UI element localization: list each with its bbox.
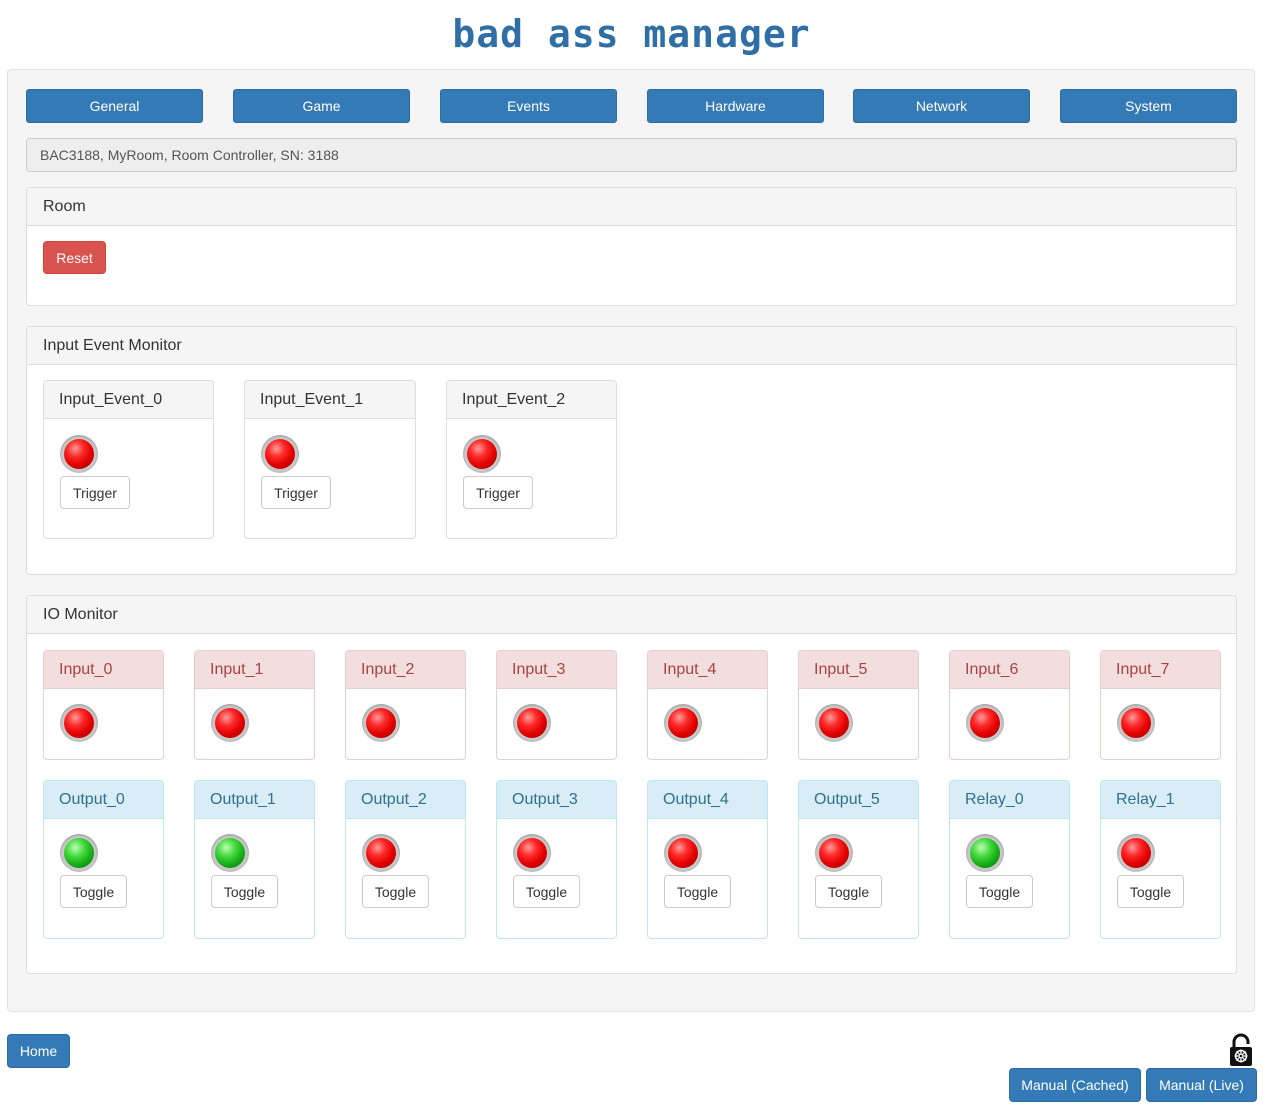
output-card: Output_2 Toggle bbox=[345, 780, 466, 939]
trigger-button[interactable]: Trigger bbox=[60, 476, 130, 509]
status-led-icon bbox=[60, 704, 98, 742]
input-card: Input_7 bbox=[1100, 650, 1221, 760]
toggle-button[interactable]: Toggle bbox=[60, 875, 127, 908]
status-led-icon bbox=[966, 704, 1004, 742]
input-name: Input_7 bbox=[1101, 651, 1220, 689]
nav-network-button[interactable]: Network bbox=[853, 89, 1030, 123]
nav-game-button[interactable]: Game bbox=[233, 89, 410, 123]
status-led-icon bbox=[362, 834, 400, 872]
input-event-monitor-title: Input Event Monitor bbox=[27, 327, 1236, 365]
status-led-icon bbox=[664, 704, 702, 742]
io-monitor-panel: IO Monitor Input_0 Input_1 Input_2 Input… bbox=[26, 595, 1237, 974]
output-card: Output_0 Toggle bbox=[43, 780, 164, 939]
status-led-icon bbox=[60, 834, 98, 872]
input-card: Input_2 bbox=[345, 650, 466, 760]
input-name: Input_4 bbox=[648, 651, 767, 689]
input-event-card: Input_Event_2 Trigger bbox=[446, 380, 617, 539]
input-event-card: Input_Event_1 Trigger bbox=[244, 380, 416, 539]
input-name: Input_0 bbox=[44, 651, 163, 689]
status-led-icon bbox=[463, 435, 501, 473]
input-event-name: Input_Event_0 bbox=[44, 381, 213, 419]
input-card: Input_1 bbox=[194, 650, 315, 760]
status-led-icon bbox=[1117, 704, 1155, 742]
manual-cached-button[interactable]: Manual (Cached) bbox=[1009, 1068, 1141, 1102]
home-button[interactable]: Home bbox=[7, 1034, 70, 1068]
output-name: Output_3 bbox=[497, 781, 616, 819]
status-led-icon bbox=[211, 704, 249, 742]
status-led-icon bbox=[513, 834, 551, 872]
status-led-icon bbox=[362, 704, 400, 742]
app-title: bad ass manager bbox=[452, 12, 811, 56]
relay-name: Relay_1 bbox=[1101, 781, 1220, 819]
toggle-button[interactable]: Toggle bbox=[815, 875, 882, 908]
status-led-icon bbox=[1117, 834, 1155, 872]
status-led-icon bbox=[513, 704, 551, 742]
room-panel-title: Room bbox=[27, 188, 1236, 226]
input-event-name: Input_Event_1 bbox=[245, 381, 415, 419]
input-card: Input_3 bbox=[496, 650, 617, 760]
output-card: Output_1 Toggle bbox=[194, 780, 315, 939]
trigger-button[interactable]: Trigger bbox=[463, 476, 533, 509]
toggle-button[interactable]: Toggle bbox=[1117, 875, 1184, 908]
output-name: Output_5 bbox=[799, 781, 918, 819]
input-event-name: Input_Event_2 bbox=[447, 381, 616, 419]
output-card: Output_3 Toggle bbox=[496, 780, 617, 939]
status-led-icon bbox=[664, 834, 702, 872]
unlocked-padlock-icon[interactable] bbox=[1228, 1033, 1254, 1067]
input-card: Input_0 bbox=[43, 650, 164, 760]
reset-button[interactable]: Reset bbox=[43, 241, 106, 274]
toggle-button[interactable]: Toggle bbox=[513, 875, 580, 908]
toggle-button[interactable]: Toggle bbox=[966, 875, 1033, 908]
device-info-bar: BAC3188, MyRoom, Room Controller, SN: 31… bbox=[26, 138, 1237, 172]
input-card: Input_6 bbox=[949, 650, 1070, 760]
output-name: Output_0 bbox=[44, 781, 163, 819]
status-led-icon bbox=[966, 834, 1004, 872]
input-card: Input_5 bbox=[798, 650, 919, 760]
input-name: Input_5 bbox=[799, 651, 918, 689]
status-led-icon bbox=[261, 435, 299, 473]
nav-hardware-button[interactable]: Hardware bbox=[647, 89, 824, 123]
input-event-monitor-panel: Input Event Monitor Input_Event_0 Trigge… bbox=[26, 326, 1237, 575]
status-led-icon bbox=[211, 834, 249, 872]
manual-live-button[interactable]: Manual (Live) bbox=[1146, 1068, 1257, 1102]
nav-system-button[interactable]: System bbox=[1060, 89, 1237, 123]
input-name: Input_2 bbox=[346, 651, 465, 689]
output-card: Output_4 Toggle bbox=[647, 780, 768, 939]
status-led-icon bbox=[60, 435, 98, 473]
relay-name: Relay_0 bbox=[950, 781, 1069, 819]
room-panel: Room Reset bbox=[26, 187, 1237, 306]
relay-card: Relay_0 Toggle bbox=[949, 780, 1070, 939]
output-card: Output_5 Toggle bbox=[798, 780, 919, 939]
nav-general-button[interactable]: General bbox=[26, 89, 203, 123]
input-name: Input_6 bbox=[950, 651, 1069, 689]
input-card: Input_4 bbox=[647, 650, 768, 760]
nav-events-button[interactable]: Events bbox=[440, 89, 617, 123]
io-monitor-title: IO Monitor bbox=[27, 596, 1236, 634]
trigger-button[interactable]: Trigger bbox=[261, 476, 331, 509]
input-name: Input_1 bbox=[195, 651, 314, 689]
status-led-icon bbox=[815, 834, 853, 872]
input-event-card: Input_Event_0 Trigger bbox=[43, 380, 214, 539]
output-name: Output_1 bbox=[195, 781, 314, 819]
toggle-button[interactable]: Toggle bbox=[664, 875, 731, 908]
toggle-button[interactable]: Toggle bbox=[362, 875, 429, 908]
output-name: Output_2 bbox=[346, 781, 465, 819]
relay-card: Relay_1 Toggle bbox=[1100, 780, 1221, 939]
input-name: Input_3 bbox=[497, 651, 616, 689]
toggle-button[interactable]: Toggle bbox=[211, 875, 278, 908]
output-name: Output_4 bbox=[648, 781, 767, 819]
status-led-icon bbox=[815, 704, 853, 742]
